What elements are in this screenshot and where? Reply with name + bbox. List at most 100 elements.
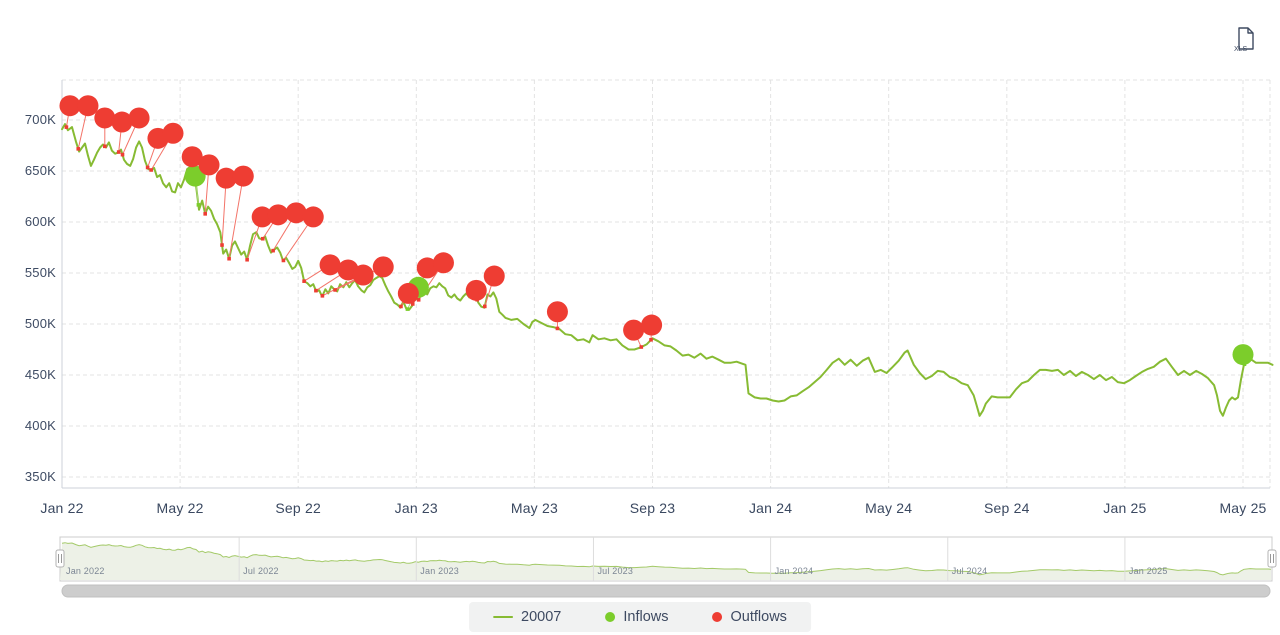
- flow-anchor-dot: [302, 279, 306, 283]
- flow-anchor-dot: [203, 212, 207, 216]
- outflow-marker[interactable]: [465, 279, 487, 301]
- flow-anchor-dot: [333, 288, 337, 292]
- outflow-marker[interactable]: [198, 154, 220, 176]
- x-axis-label: Jan 23: [394, 500, 438, 516]
- series-line-swatch: [493, 616, 514, 618]
- inflow-marker[interactable]: [1232, 344, 1254, 366]
- x-axis-label: Sep 24: [984, 500, 1030, 516]
- xls-file-icon: XLS: [1234, 27, 1254, 53]
- flow-anchor-dot: [639, 345, 644, 349]
- outflow-marker[interactable]: [59, 95, 81, 117]
- outflow-marker[interactable]: [128, 107, 150, 129]
- xls-icon-label: XLS: [1234, 46, 1248, 53]
- legend-item-outflows[interactable]: Outflows: [712, 609, 787, 625]
- outflow-marker[interactable]: [162, 122, 184, 144]
- inflows-dot-swatch: [605, 612, 616, 622]
- x-axis-label: May 25: [1219, 500, 1267, 516]
- flow-anchor-dot: [314, 288, 318, 293]
- flow-anchor-dot: [281, 258, 286, 263]
- legend-outflows-label: Outflows: [730, 609, 787, 625]
- y-axis-label: 450K: [24, 367, 56, 382]
- outflow-marker[interactable]: [215, 167, 237, 189]
- flow-anchor-dot: [405, 307, 410, 311]
- navigator-tick-label: Jan 2025: [1128, 566, 1168, 576]
- outflow-marker[interactable]: [641, 314, 663, 336]
- outflow-marker[interactable]: [302, 206, 324, 228]
- y-axis-label: 350K: [24, 469, 56, 484]
- x-axis-label: Jan 24: [748, 500, 793, 516]
- x-axis-label: May 22: [156, 500, 204, 516]
- flow-anchor-dot: [196, 203, 201, 207]
- navigator-tick-label: Jan 2024: [774, 566, 814, 576]
- navigator-area-fill: [60, 542, 1271, 580]
- outflow-marker[interactable]: [623, 319, 645, 341]
- x-axis-label: May 24: [865, 500, 913, 516]
- x-axis-label: Jan 22: [40, 500, 84, 516]
- outflow-marker[interactable]: [416, 257, 438, 279]
- flow-anchor-dot: [416, 298, 421, 302]
- outflow-marker[interactable]: [111, 111, 133, 133]
- y-axis-label: 650K: [24, 163, 56, 178]
- outflow-marker[interactable]: [319, 254, 341, 276]
- series-line-20007: [61, 123, 1274, 417]
- plot-area[interactable]: [62, 80, 1270, 488]
- outflow-marker[interactable]: [77, 95, 99, 117]
- flow-anchor-dot: [482, 304, 487, 309]
- y-axis-label: 500K: [24, 316, 56, 331]
- navigator-tick-label: Jan 2022: [66, 566, 105, 576]
- navigator-tick-label: Jan 2023: [420, 566, 459, 576]
- navigator-tick-label: Jul 2022: [243, 566, 279, 576]
- outflow-marker[interactable]: [267, 204, 289, 226]
- scrollbar-thumb[interactable]: [61, 584, 1271, 598]
- flow-connector-line: [228, 176, 244, 259]
- outflow-marker[interactable]: [232, 165, 254, 187]
- outflow-marker[interactable]: [432, 252, 454, 274]
- outflow-marker[interactable]: [352, 264, 374, 286]
- flow-anchor-dot: [245, 257, 249, 262]
- flow-anchor-dot: [649, 338, 653, 342]
- flow-anchor-dot: [555, 326, 560, 331]
- x-axis-label: May 23: [510, 500, 558, 516]
- outflow-marker[interactable]: [397, 282, 419, 304]
- outflow-marker[interactable]: [285, 202, 307, 224]
- outflow-marker[interactable]: [181, 146, 203, 168]
- y-axis-label: 700K: [24, 112, 56, 127]
- legend-item-series[interactable]: 20007: [493, 609, 561, 625]
- flow-anchor-dot: [220, 243, 224, 247]
- legend-inflows-label: Inflows: [623, 609, 669, 625]
- y-axis-label: 400K: [24, 418, 56, 433]
- flow-anchor-dot: [410, 302, 415, 306]
- flow-anchor-dot: [260, 236, 265, 241]
- navigator-series-line: [61, 542, 1272, 576]
- flow-anchor-dot: [149, 168, 153, 172]
- legend-item-inflows[interactable]: Inflows: [605, 609, 669, 625]
- flow-anchor-dot: [120, 152, 125, 157]
- flow-anchor-dot: [227, 256, 231, 261]
- legend-series-label: 20007: [521, 609, 562, 625]
- navigator-handle-right[interactable]: [1267, 549, 1277, 568]
- x-axis-label: Sep 23: [629, 500, 676, 516]
- flow-anchor-dot: [103, 144, 107, 149]
- navigator-tick-label: Jul 2023: [597, 566, 634, 576]
- outflow-marker[interactable]: [251, 206, 273, 228]
- x-axis-label: Jan 25: [1103, 500, 1147, 516]
- y-axis-label: 600K: [24, 214, 56, 229]
- flow-anchor-dot: [271, 248, 275, 253]
- x-axis-label: Sep 22: [275, 500, 321, 516]
- outflow-marker[interactable]: [546, 301, 568, 323]
- outflow-marker[interactable]: [483, 265, 505, 287]
- navigator-handle-left[interactable]: [55, 549, 65, 568]
- outflow-marker[interactable]: [372, 256, 394, 278]
- navigator-tick-label: Jul 2024: [951, 566, 988, 576]
- flow-anchor-dot: [76, 147, 81, 151]
- flow-anchor-dot: [399, 304, 403, 309]
- chart-legend: 20007 Inflows Outflows: [469, 602, 811, 632]
- flow-anchor-dot: [320, 294, 325, 298]
- export-xls-button[interactable]: XLS: [1228, 24, 1262, 60]
- outflows-dot-swatch: [712, 612, 723, 622]
- flow-anchor-dot: [116, 150, 121, 154]
- flow-anchor-dot: [145, 165, 150, 170]
- outflow-marker[interactable]: [94, 107, 116, 129]
